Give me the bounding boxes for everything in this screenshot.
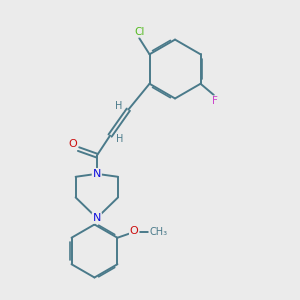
Text: N: N <box>93 213 101 223</box>
Text: CH₃: CH₃ <box>149 227 167 237</box>
Text: O: O <box>130 226 139 236</box>
Text: H: H <box>115 101 123 111</box>
Text: Cl: Cl <box>134 27 144 37</box>
Text: O: O <box>68 139 77 149</box>
Text: H: H <box>116 134 123 144</box>
Text: N: N <box>93 169 101 179</box>
Text: F: F <box>212 96 218 106</box>
